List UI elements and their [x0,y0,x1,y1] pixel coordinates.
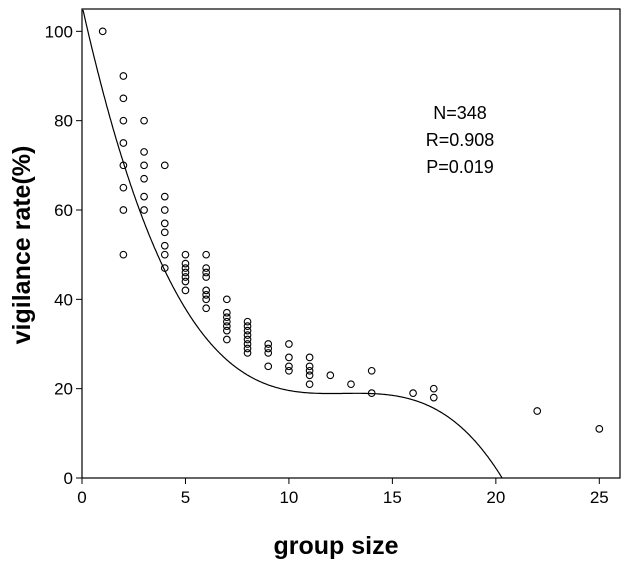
data-point [305,366,314,375]
y-axis-title: vigilance rate(%) [8,146,36,345]
data-point [160,206,169,214]
y-tick-label: 60 [54,201,73,220]
data-point [264,344,273,353]
data-point [119,72,128,80]
y-tick-label: 100 [45,22,73,41]
data-point [243,335,252,344]
data-point [119,183,128,192]
data-point [264,362,273,371]
data-point [285,340,293,348]
data-point [119,116,128,125]
fit-curve [82,9,503,479]
data-point [202,304,211,313]
data-point [119,206,128,214]
data-point [243,317,252,326]
data-point [202,291,211,299]
data-point [243,326,252,335]
data-point [202,295,211,304]
data-point [181,268,190,277]
data-point [222,322,231,330]
data-point [222,326,231,335]
data-point [140,174,148,183]
data-point [202,264,211,272]
data-point [305,380,314,389]
data-point [285,366,293,375]
data-point [533,407,542,415]
x-axis: 0 5 10 15 20 25 [77,478,609,507]
data-point [160,241,169,250]
data-point [119,250,128,259]
data-point [347,380,355,389]
data-point [243,340,252,348]
data-point [140,148,148,156]
y-tick-label: 40 [54,290,73,309]
data-point [264,340,273,348]
annotation-p: P=0.019 [426,157,494,177]
data-point [181,250,190,259]
data-point [140,206,148,214]
data-point [140,161,148,170]
data-point [181,286,190,295]
data-point [160,228,169,237]
y-tick-label: 0 [64,469,73,488]
data-point [222,335,231,344]
data-point [202,286,211,295]
x-tick-label: 5 [181,488,190,507]
data-point [243,344,252,353]
data-point [181,277,190,286]
data-point [243,331,252,339]
x-axis-title: group size [273,532,398,560]
y-axis: 0 20 40 60 80 100 [45,22,82,488]
data-point [326,371,335,380]
data-point [202,273,211,281]
data-point [140,192,148,201]
data-point [409,389,417,397]
data-point [160,192,169,201]
data-point [305,371,314,380]
data-point [595,425,604,433]
plot-area [81,8,621,479]
x-tick-label: 0 [77,488,86,507]
data-point [202,250,211,259]
data-point [181,264,190,272]
data-point [222,308,231,317]
x-tick-label: 20 [486,488,505,507]
data-point [222,313,231,322]
data-point [140,116,148,125]
data-point [160,250,169,259]
data-point [202,268,211,277]
data-point [119,139,128,147]
data-point [98,27,107,36]
data-point [429,384,438,393]
data-point [181,273,190,281]
data-point [222,317,231,326]
x-tick-label: 10 [279,488,298,507]
data-point [264,349,273,357]
data-point [222,295,231,304]
data-point [160,219,169,228]
data-point [285,362,293,371]
data-point [160,161,169,170]
y-tick-label: 20 [54,380,73,399]
data-point [243,322,252,330]
annotation-r: R=0.908 [426,130,495,150]
data-point [243,349,252,357]
data-point [305,353,314,362]
x-tick-label: 25 [590,488,609,507]
data-point [367,366,376,375]
x-tick-label: 15 [383,488,402,507]
data-point [119,94,128,103]
y-tick-label: 80 [54,112,73,131]
data-point [305,362,314,371]
data-point [181,259,190,268]
data-point [429,393,438,402]
annotation-n: N=348 [433,103,487,123]
data-point [285,353,293,362]
